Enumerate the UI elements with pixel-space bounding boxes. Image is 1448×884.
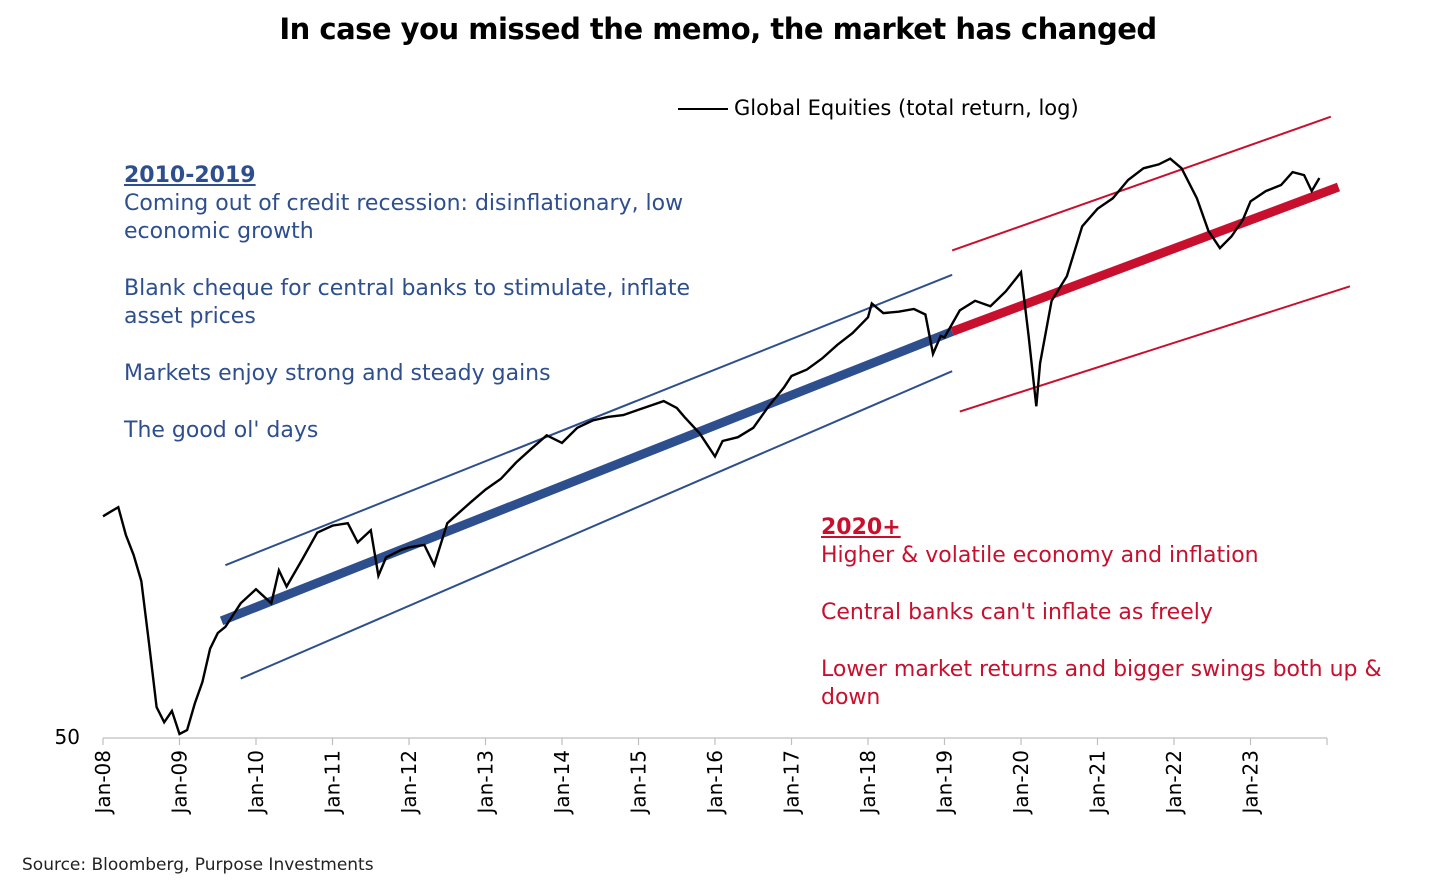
x-tick-label: Jan-08: [91, 750, 115, 816]
note-2010-heading: 2010-2019: [124, 163, 256, 188]
y-tick-label: 50: [55, 725, 80, 749]
x-tick-label: Jan-13: [474, 750, 498, 816]
channel-line: [240, 370, 953, 680]
x-tick-label: Jan-20: [1009, 750, 1033, 816]
x-tick-label: Jan-11: [321, 750, 345, 816]
x-tick-label: Jan-12: [397, 750, 421, 816]
note-2010-line: Blank cheque for central banks to stimul…: [124, 276, 690, 329]
x-tick-label: Jan-19: [933, 750, 957, 816]
note-2020-heading: 2020+: [821, 515, 901, 540]
x-tick-label: Jan-14: [550, 750, 574, 816]
x-tick-label: Jan-21: [1086, 750, 1110, 816]
legend-line-swatch: [678, 107, 728, 111]
note-2010-line: Markets enjoy strong and steady gains: [124, 361, 551, 386]
source-note: Source: Bloomberg, Purpose Investments: [22, 855, 374, 875]
trend-line: [219, 327, 954, 626]
x-tick-label: Jan-10: [244, 750, 268, 816]
x-tick-label: Jan-22: [1162, 750, 1186, 816]
note-2020-line: Central banks can't inflate as freely: [821, 600, 1213, 625]
chart-title: In case you missed the memo, the market …: [279, 12, 1157, 46]
x-tick-label: Jan-17: [780, 750, 804, 816]
note-2020-line: Lower market returns and bigger swings b…: [821, 657, 1382, 710]
note-2010-line: Coming out of credit recession: disinfla…: [124, 191, 684, 244]
channel-line: [959, 285, 1351, 413]
x-tick-label: Jan-09: [168, 750, 192, 816]
channel-line: [225, 273, 953, 567]
x-tick-label: Jan-18: [856, 750, 880, 816]
trend-line: [950, 182, 1341, 336]
legend: Global Equities (total return, log): [678, 96, 1079, 120]
equities-series-line: [102, 157, 1321, 736]
x-tick-label: Jan-23: [1239, 750, 1263, 816]
note-2020-plus: 2020+ Higher & volatile economy and infl…: [821, 514, 1441, 712]
note-2010-line: The good ol' days: [124, 418, 319, 443]
legend-label: Global Equities (total return, log): [734, 96, 1079, 120]
note-2020-line: Higher & volatile economy and inflation: [821, 543, 1259, 568]
x-tick-label: Jan-16: [703, 750, 727, 816]
channel-line: [951, 115, 1332, 252]
note-2010-2019: 2010-2019 Coming out of credit recession…: [124, 162, 744, 445]
x-tick-label: Jan-15: [627, 750, 651, 816]
